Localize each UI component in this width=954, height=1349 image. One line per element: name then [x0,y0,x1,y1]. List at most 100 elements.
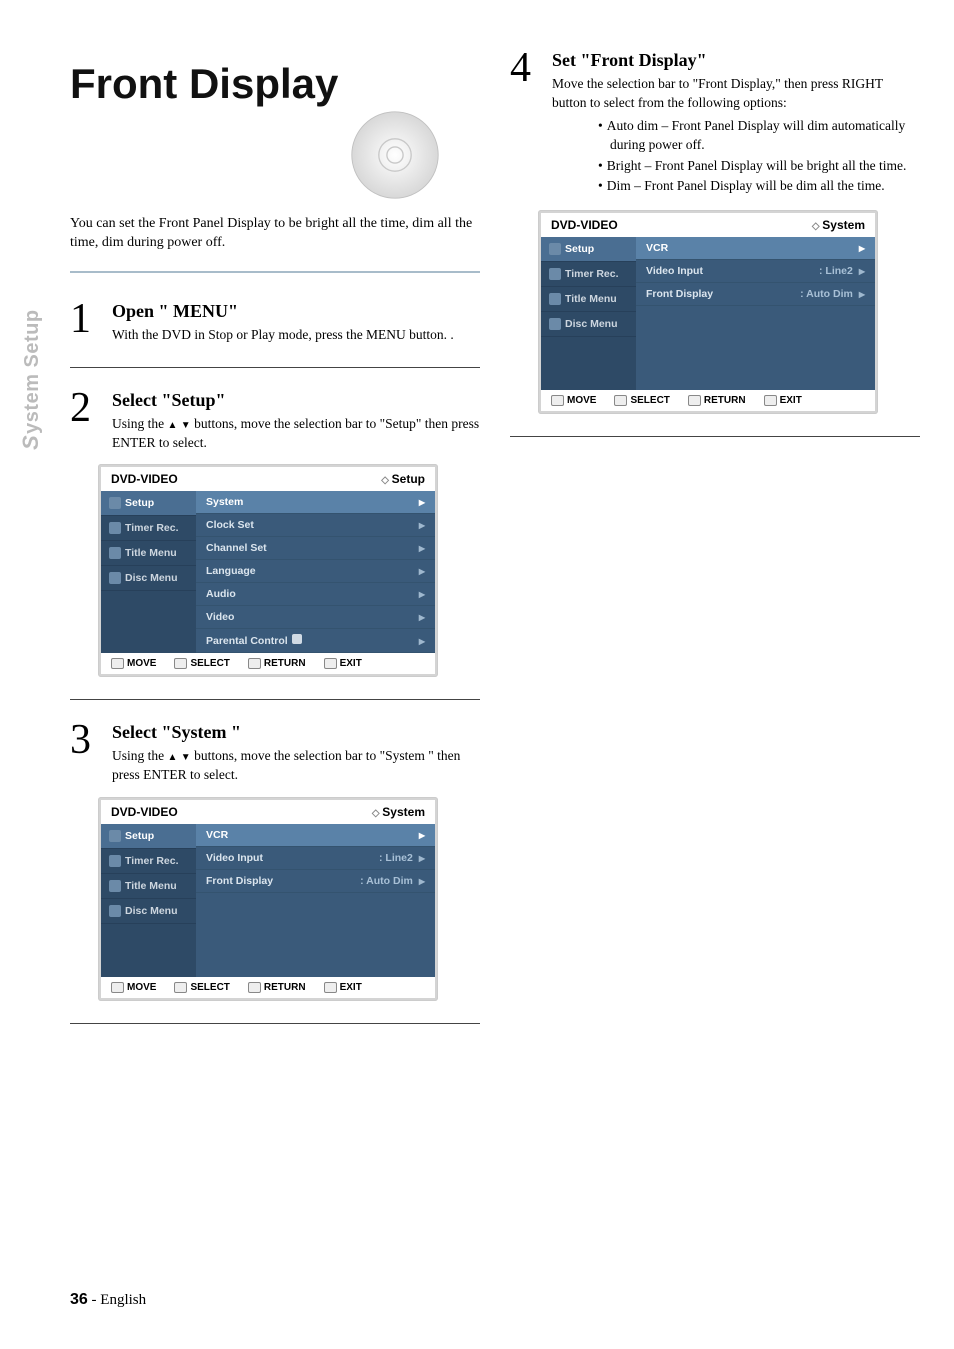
osd-row: Channel Set [196,537,435,560]
osd-side-title: Title Menu [101,541,196,566]
chevron-right-icon [413,875,425,887]
osd-side-disc: Disc Menu [101,899,196,924]
osd-side-setup: Setup [101,824,196,849]
osd-row: VCR [196,824,435,847]
osd-row: Front Display: Auto Dim [196,870,435,893]
title-box: Front Display [70,50,480,190]
osd-row: VCR [636,237,875,260]
osd-system-screenshot: DVD-VIDEO System Setup Timer Rec. Title … [98,797,438,1001]
osd-side-timer: Timer Rec. [101,516,196,541]
osd-crumb: System [812,218,865,232]
osd-system-screenshot-right: DVD-VIDEO System Setup Timer Rec. Title … [538,210,878,414]
bullet-item: •Auto dim – Front Panel Display will dim… [558,117,920,155]
side-tab-s: S [18,435,43,450]
osd-footer: MOVE SELECT RETURN EXIT [541,390,875,411]
osd-crumb: Setup [381,472,425,486]
osd-row: Clock Set [196,514,435,537]
key-icon [688,395,701,406]
osd-row: Front Display: Auto Dim [636,283,875,306]
chevron-right-icon [413,496,425,508]
osd-device: DVD-VIDEO [551,218,618,232]
down-arrow-icon [181,416,191,431]
step-1-text: With the DVD in Stop or Play mode, press… [112,326,480,345]
step-3-text: Using the buttons, move the selection ba… [112,747,480,785]
gear-icon [549,243,561,255]
step-2: 2 Select "Setup" Using the buttons, move… [70,390,480,453]
disc-icon [549,318,561,330]
key-icon [764,395,777,406]
divider [510,436,920,437]
osd-row: Video Input: Line2 [196,847,435,870]
disc-icon [109,572,121,584]
step-3-title: Select "System " [112,722,480,743]
step-num-2: 2 [70,390,98,453]
step-2-title: Select "Setup" [112,390,480,411]
bullet-item: •Bright – Front Panel Display will be br… [558,157,920,176]
disc-icon [109,905,121,917]
osd-side-timer: Timer Rec. [101,849,196,874]
osd-setup-screenshot: DVD-VIDEO Setup Setup Timer Rec. Title M… [98,464,438,677]
osd-side-disc: Disc Menu [101,566,196,591]
page-number: 36 - English [70,1291,146,1309]
calendar-icon [549,268,561,280]
key-icon [248,658,261,669]
osd-row: Language [196,560,435,583]
divider [70,367,480,368]
key-icon [551,395,564,406]
gear-icon [109,497,121,509]
osd-side-timer: Timer Rec. [541,262,636,287]
step-3: 3 Select "System " Using the buttons, mo… [70,722,480,785]
page-title: Front Display [70,50,480,108]
chevron-right-icon [413,852,425,864]
chevron-right-icon [413,542,425,554]
divider [70,1023,480,1024]
side-tab-text: ystem Setup [21,309,43,433]
step-4: 4 Set "Front Display" Move the selection… [510,50,920,198]
step-1-title: Open " MENU" [112,301,480,322]
osd-side-title: Title Menu [541,287,636,312]
key-icon [111,658,124,669]
calendar-icon [109,522,121,534]
up-arrow-icon [168,416,178,431]
key-icon [248,982,261,993]
key-icon [174,982,187,993]
chevron-right-icon [853,288,865,300]
chevron-right-icon [413,588,425,600]
bullet-item: •Dim – Front Panel Display will be dim a… [558,177,920,196]
step-4-title: Set "Front Display" [552,50,920,71]
chevron-right-icon [413,635,425,647]
osd-row: System [196,491,435,514]
osd-row: Audio [196,583,435,606]
osd-crumb: System [372,805,425,819]
osd-device: DVD-VIDEO [111,805,178,819]
osd-row: Parental Control [196,629,435,653]
down-arrow-icon [181,748,191,763]
lock-icon [292,634,302,644]
chevron-right-icon [853,265,865,277]
key-icon [324,982,337,993]
osd-side-disc: Disc Menu [541,312,636,337]
step-num-3: 3 [70,722,98,785]
gear-icon [109,830,121,842]
key-icon [614,395,627,406]
title-icon [109,547,121,559]
osd-device: DVD-VIDEO [111,472,178,486]
key-icon [174,658,187,669]
chevron-right-icon [853,242,865,254]
calendar-icon [109,855,121,867]
osd-footer: MOVE SELECT RETURN EXIT [101,977,435,998]
step-1: 1 Open " MENU" With the DVD in Stop or P… [70,301,480,345]
divider [70,271,480,273]
step-2-text: Using the buttons, move the selection ba… [112,415,480,453]
key-icon [324,658,337,669]
step-num-4: 4 [510,50,538,198]
disc-illustration [350,110,440,200]
chevron-right-icon [413,565,425,577]
intro-text: You can set the Front Panel Display to b… [70,215,480,253]
osd-row: Video [196,606,435,629]
osd-side-title: Title Menu [101,874,196,899]
osd-side-setup: Setup [541,237,636,262]
step-num-1: 1 [70,301,98,345]
chevron-right-icon [413,519,425,531]
osd-side-setup: Setup [101,491,196,516]
